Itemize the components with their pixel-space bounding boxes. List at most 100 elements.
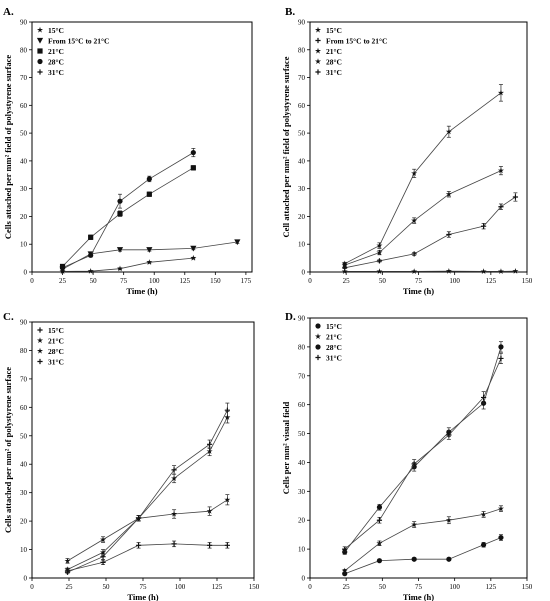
y-tick-label: 40 xyxy=(298,459,306,467)
data-point xyxy=(376,517,383,523)
data-point xyxy=(411,268,418,275)
x-tick-label: 75 xyxy=(415,583,423,591)
legend: 15°C From 15°C to 21°C21°C 28°C31°C xyxy=(314,26,387,77)
data-point xyxy=(171,541,177,547)
data-point xyxy=(59,265,66,271)
legend-marker xyxy=(315,323,321,329)
legend-marker xyxy=(314,26,322,33)
data-point xyxy=(498,355,504,362)
x-tick-label: 0 xyxy=(30,583,34,591)
y-tick-label: 20 xyxy=(298,213,306,221)
x-tick-label: 75 xyxy=(120,277,128,285)
legend-label: 31°C xyxy=(326,354,342,363)
series-line xyxy=(344,170,502,266)
panel-label: D. xyxy=(285,311,296,323)
data-point xyxy=(445,267,452,274)
legend-marker xyxy=(37,58,43,65)
series-line xyxy=(344,358,502,550)
series-line xyxy=(344,196,516,269)
data-point xyxy=(376,249,383,256)
x-tick-label: 175 xyxy=(241,277,252,285)
legend-label: 28°C xyxy=(326,58,342,67)
data-point xyxy=(206,507,213,514)
x-tick-label: 50 xyxy=(379,583,387,591)
data-point xyxy=(411,461,417,467)
series-2 xyxy=(59,239,241,273)
data-point xyxy=(190,165,196,171)
y-tick-label: 60 xyxy=(298,102,306,110)
y-axis-title: Cell attached per mm² field of polystyre… xyxy=(281,56,291,237)
data-point xyxy=(497,268,504,275)
data-point xyxy=(100,536,107,543)
series-line xyxy=(62,152,194,269)
data-point xyxy=(376,540,383,546)
chart-panel-3: C. 0 25 50 75 100 125 150 0 10 20 30 40 50 60 70 80 90 Tim… xyxy=(3,311,260,601)
data-point xyxy=(100,559,106,565)
data-point xyxy=(100,549,107,555)
legend-marker xyxy=(37,48,43,54)
series-3 xyxy=(342,341,504,555)
series-1 xyxy=(341,267,519,275)
series-line xyxy=(344,346,502,553)
legend-marker xyxy=(37,358,43,365)
y-tick-label: 0 xyxy=(302,575,306,583)
data-point xyxy=(411,556,417,562)
legend-label: 15°C xyxy=(326,322,342,331)
series-line xyxy=(67,410,228,573)
data-point xyxy=(497,89,504,96)
legend-label: 28°C xyxy=(48,347,64,356)
legend-marker xyxy=(315,354,321,361)
y-tick-label: 30 xyxy=(298,488,306,496)
data-point xyxy=(498,534,504,541)
x-tick-label: 50 xyxy=(379,277,387,285)
plot-frame xyxy=(309,317,528,579)
data-point xyxy=(171,467,177,473)
data-point xyxy=(207,441,213,447)
legend-marker xyxy=(36,26,44,33)
legend-label: 31°C xyxy=(326,68,342,77)
x-axis-title: Time (h) xyxy=(126,286,157,296)
data-point xyxy=(376,258,383,264)
x-tick-label: 25 xyxy=(343,277,351,285)
y-tick-label: 60 xyxy=(20,102,28,110)
x-axis-title: Time (h) xyxy=(403,592,434,601)
legend-label: 31°C xyxy=(48,358,64,367)
series-4 xyxy=(342,352,504,552)
legend-label: From 15°C to 21°C xyxy=(326,37,387,46)
y-tick-label: 30 xyxy=(298,185,306,193)
y-tick-label: 10 xyxy=(298,241,306,249)
legend-label: 28°C xyxy=(48,58,64,67)
legend: 15°C From 15°C to 21°C21°C 28°C31°C xyxy=(36,26,109,77)
data-point xyxy=(376,268,383,275)
y-tick-label: 50 xyxy=(20,130,28,138)
y-tick-label: 20 xyxy=(298,517,306,525)
series-line xyxy=(67,543,228,572)
data-point xyxy=(411,521,418,528)
series-line xyxy=(344,508,502,572)
series-line xyxy=(62,257,194,272)
data-point xyxy=(116,247,124,253)
y-tick-label: 10 xyxy=(298,546,306,554)
y-tick-label: 30 xyxy=(20,489,28,497)
legend-marker xyxy=(314,47,322,54)
data-point xyxy=(376,504,383,510)
x-tick-label: 150 xyxy=(210,277,221,285)
y-tick-label: 90 xyxy=(298,315,306,323)
y-tick-label: 90 xyxy=(20,19,28,27)
y-tick-label: 40 xyxy=(20,157,28,165)
legend-marker xyxy=(36,37,44,44)
data-point xyxy=(135,515,142,521)
x-tick-label: 50 xyxy=(103,583,111,591)
y-tick-label: 10 xyxy=(20,546,28,554)
data-point xyxy=(341,567,348,574)
data-point xyxy=(224,542,230,548)
data-point xyxy=(171,510,178,517)
data-point xyxy=(88,252,94,258)
data-point xyxy=(480,511,487,518)
data-point xyxy=(171,475,178,482)
legend-label: 21°C xyxy=(326,47,342,56)
series-2 xyxy=(341,505,504,574)
x-tick-label: 125 xyxy=(486,583,497,591)
series-line xyxy=(62,167,194,267)
data-point xyxy=(512,194,519,200)
